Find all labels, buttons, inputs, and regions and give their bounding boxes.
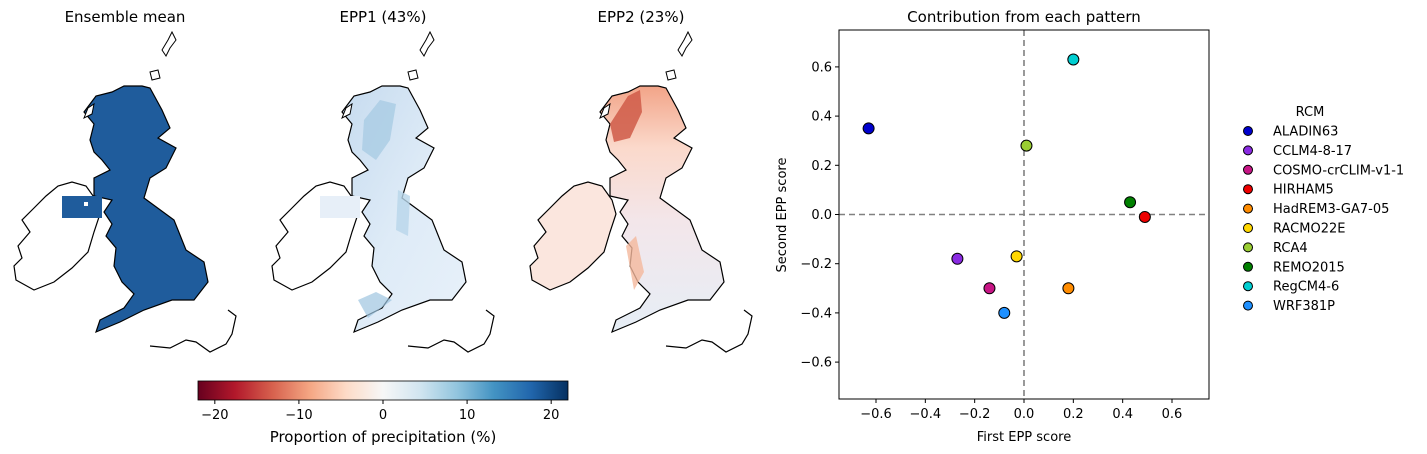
uk-map-epp2 [529, 31, 753, 353]
x-tick-label: 0.4 [1112, 407, 1133, 422]
legend-label-rca4: RCA4 [1273, 241, 1308, 256]
data-point-cosmo-crclim-v1-1 [983, 282, 996, 295]
colorbar-tick-label: 0 [379, 408, 387, 423]
legend-marker-rca4 [1243, 242, 1253, 253]
y-tick-label: 0.6 [811, 60, 832, 75]
legend-marker-wrf381p [1243, 300, 1253, 311]
legend-label-remo2015: REMO2015 [1273, 260, 1345, 275]
y-tick-label: 0.2 [811, 159, 832, 174]
legend-marker-hirham5 [1243, 184, 1253, 195]
legend-label-hadrem3-ga7-05: HadREM3-GA7-05 [1273, 202, 1389, 217]
colorbar-tick-label: 20 [543, 408, 560, 423]
uk-map-ensemble-mean [13, 31, 237, 353]
data-point-regcm4-6 [1067, 53, 1080, 66]
x-tick-label: 0.2 [1063, 407, 1084, 422]
legend-marker-aladin63 [1243, 126, 1253, 136]
colorbar-tick-label: 10 [459, 408, 476, 423]
legend-marker-cosmo-crclim-v1-1 [1243, 164, 1253, 175]
colorbar-label: Proportion of precipitation (%) [270, 428, 497, 446]
legend-marker-remo2015 [1243, 261, 1253, 272]
data-point-aladin63 [862, 122, 875, 135]
legend-marker-racmo22e [1243, 223, 1253, 233]
chart-title: Contribution from each pattern [907, 8, 1141, 26]
legend-label-racmo22e: RACMO22E [1273, 222, 1345, 237]
y-tick-label: −0.6 [800, 356, 832, 371]
legend-title: RCM [1296, 105, 1325, 120]
legend-marker-regcm4-6 [1243, 281, 1253, 292]
map-panel-ensemble-mean: Ensemble mean [13, 8, 237, 353]
colorbar-tick-label: −10 [285, 408, 312, 423]
x-tick-label: 0.6 [1162, 407, 1183, 422]
y-tick-label: 0.4 [811, 110, 832, 125]
legend-marker-cclm4-8-17 [1243, 145, 1253, 156]
legend-marker-hadrem3-ga7-05 [1243, 203, 1253, 214]
x-tick-label: −0.4 [910, 407, 942, 422]
data-point-cclm4-8-17 [951, 252, 964, 265]
map-title-ensemble-mean: Ensemble mean [65, 8, 186, 26]
x-tick-label: −0.6 [860, 407, 892, 422]
legend-label-regcm4-6: RegCM4-6 [1273, 280, 1339, 295]
data-point-hadrem3-ga7-05 [1062, 282, 1075, 295]
legend-label-wrf381p: WRF381P [1273, 299, 1335, 314]
legend-label-hirham5: HIRHAM5 [1273, 183, 1334, 198]
data-point-racmo22e [1010, 250, 1023, 263]
data-point-hirham5 [1138, 210, 1151, 223]
colorbar: −20 −10 0 10 20 Proportion of precipitation … [197, 380, 569, 446]
data-point-remo2015 [1124, 196, 1137, 209]
colorbar-gradient [197, 380, 569, 401]
map-panel-epp2: EPP2 (23%) [529, 8, 753, 353]
map-title-epp2: EPP2 (23%) [598, 8, 685, 26]
data-point-wrf381p [998, 306, 1011, 319]
y-tick-label: 0.0 [811, 208, 832, 223]
legend-label-aladin63: ALADIN63 [1273, 125, 1338, 140]
x-tick-label: 0.0 [1014, 407, 1035, 422]
map-title-epp1: EPP1 (43%) [340, 8, 427, 26]
scatter-chart: Contribution from each pattern −0.6 −0.4 −… [775, 8, 1210, 445]
y-tick-label: −0.2 [800, 257, 832, 272]
colorbar-tick-label: −20 [201, 408, 228, 423]
legend-label-cclm4-8-17: CCLM4-8-17 [1273, 144, 1352, 159]
y-tick-label: −0.4 [800, 306, 832, 321]
plot-frame [838, 29, 1210, 400]
uk-map-epp1 [271, 31, 495, 353]
y-axis-label: Second EPP score [775, 158, 790, 273]
legend-label-cosmo-crclim-v1-1: COSMO-crCLIM-v1-1 [1273, 163, 1404, 178]
x-axis-label: First EPP score [977, 430, 1071, 445]
data-point-rca4 [1020, 139, 1033, 152]
x-tick-label: −0.2 [959, 407, 991, 422]
map-panel-epp1: EPP1 (43%) [271, 8, 495, 353]
legend: RCM ALADIN63 CCLM4-8-17 COSMO-crCLIM-v1-1 H… [1243, 105, 1404, 314]
